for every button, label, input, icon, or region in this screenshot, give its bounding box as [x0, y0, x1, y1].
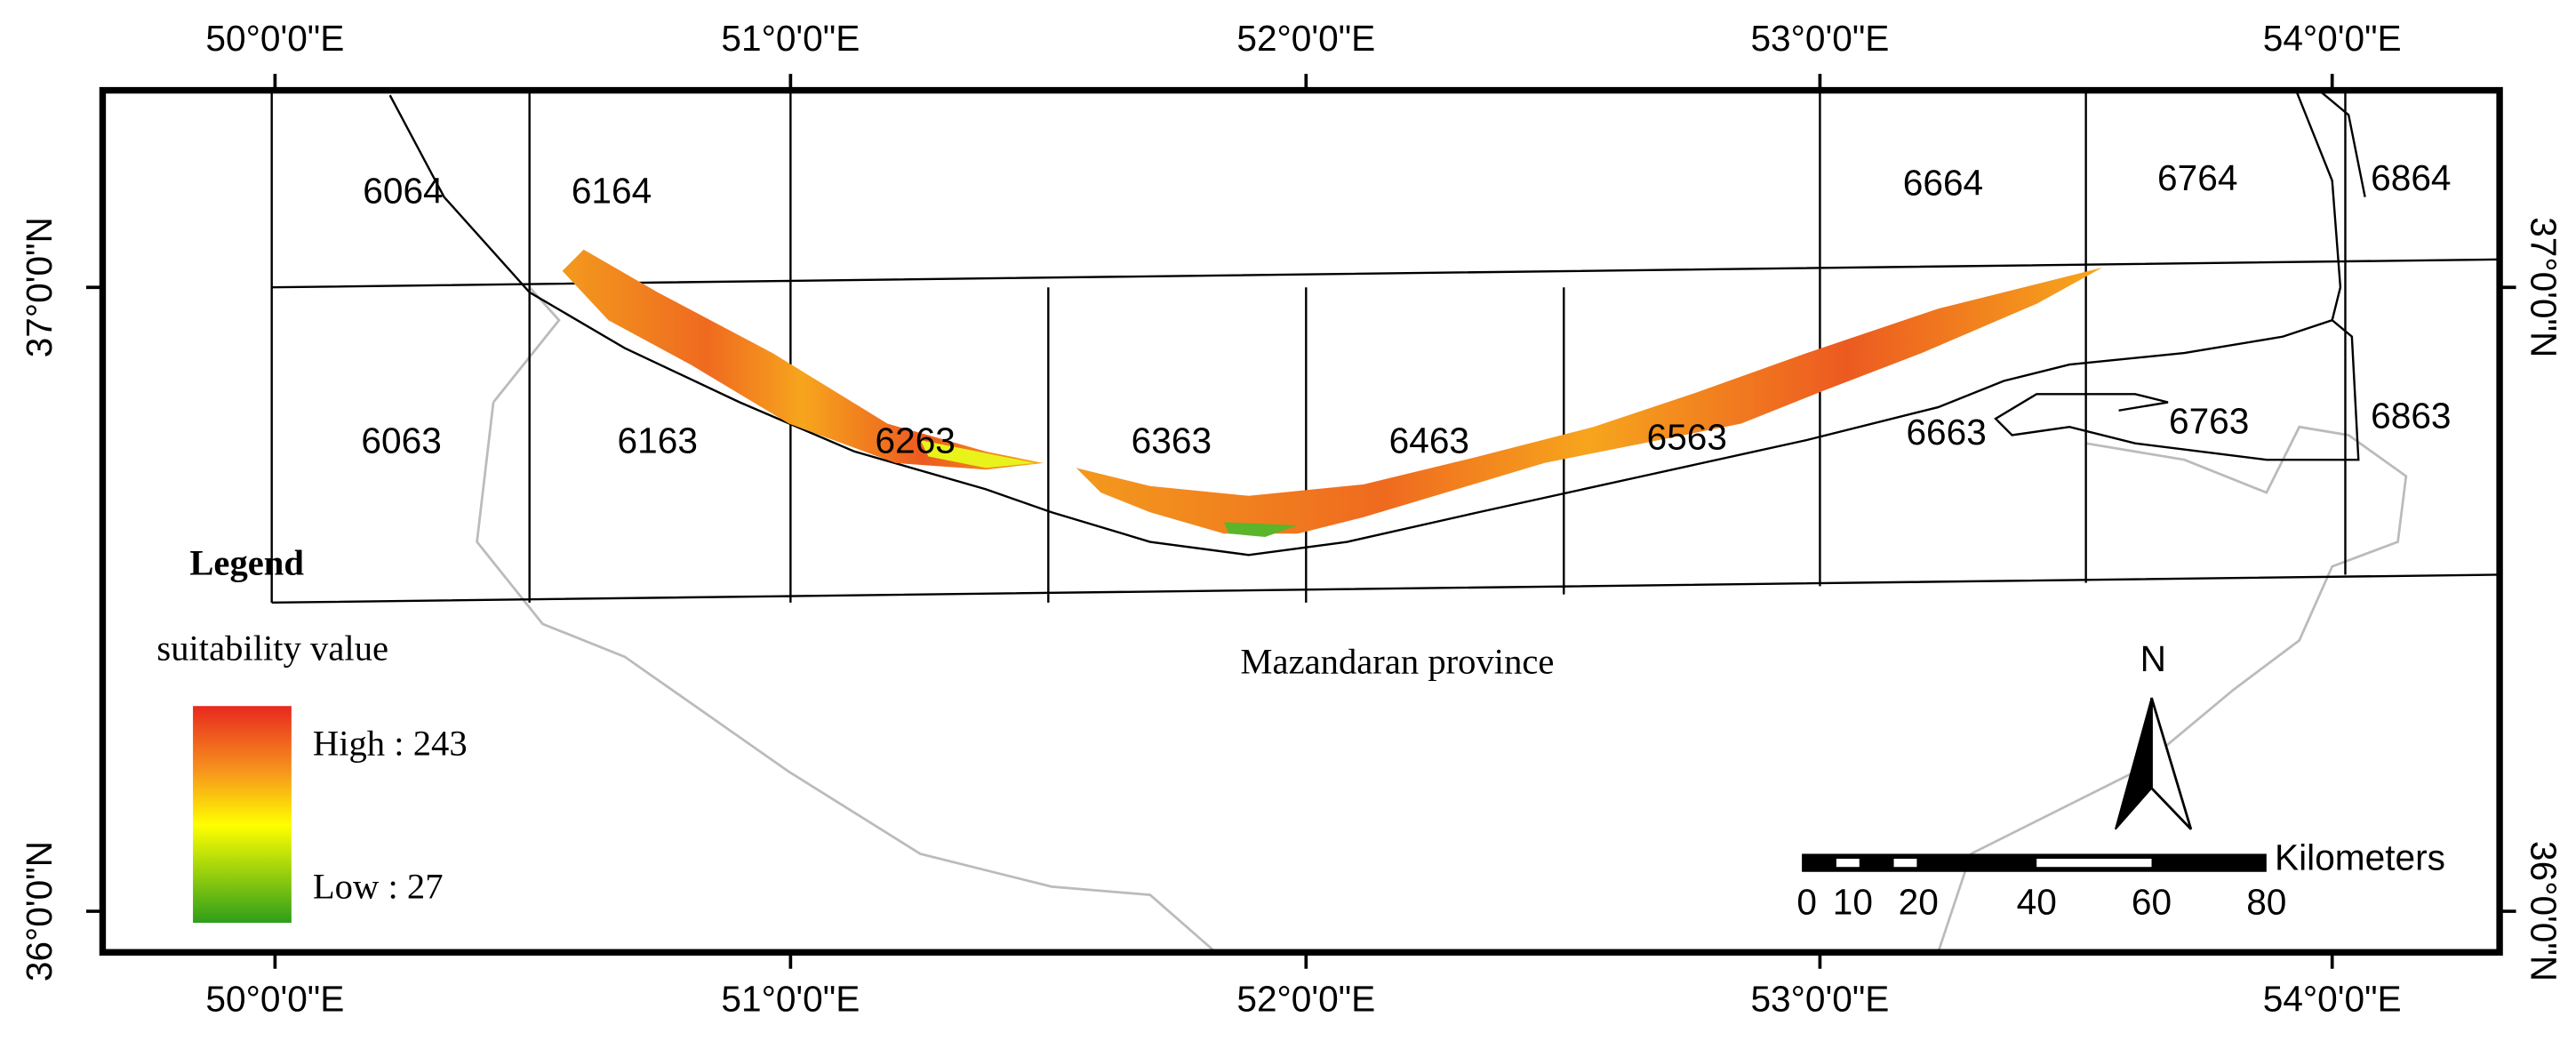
latitude-label: 36°0'0"N: [2524, 841, 2564, 981]
labels: 50°0'0"E 50°0'0"E 51°0'0"E 51°0'0"E 52°0'0"E…: [19, 18, 2564, 1019]
longitude-label: 52°0'0"E: [1236, 18, 1375, 59]
tile-label: 6063: [361, 420, 441, 460]
map-body: [270, 89, 2500, 954]
longitude-label: 50°0'0"E: [205, 978, 344, 1019]
tile-label: 6064: [363, 171, 443, 212]
scale-unit: Kilometers: [2275, 837, 2445, 878]
longitude-label: 54°0'0"E: [2263, 18, 2402, 59]
longitude-label: 53°0'0"E: [1750, 18, 1889, 59]
legend-subtitle: suitability value: [156, 629, 388, 669]
scale-tick-label: 0: [1796, 881, 1817, 922]
latitude-label: 37°0'0"N: [19, 217, 60, 357]
north-label: N: [2140, 638, 2166, 679]
scale-tick-label: 20: [1899, 881, 1939, 922]
tile-label: 6864: [2371, 157, 2451, 198]
scale-tick-label: 10: [1833, 881, 1873, 922]
legend-low: Low : 27: [313, 866, 444, 906]
legend-ramp: [193, 706, 292, 924]
tile-label: 6664: [1903, 162, 1983, 203]
legend-title: Legend: [189, 543, 304, 583]
tile-label: 6764: [2157, 157, 2237, 198]
scale-tick-label: 80: [2246, 881, 2286, 922]
tile-label: 6463: [1389, 420, 1469, 460]
tile-label: 6863: [2371, 396, 2451, 436]
tile-label: 6563: [1647, 417, 1727, 458]
tile-label: 6363: [1132, 420, 1212, 460]
tile-label: 6263: [876, 420, 956, 460]
legend-high: High : 243: [313, 724, 468, 764]
map-frame: [99, 86, 2503, 956]
scale-bar: [1802, 853, 2267, 872]
longitude-label: 52°0'0"E: [1236, 978, 1375, 1019]
longitude-label: 50°0'0"E: [205, 18, 344, 59]
north-arrow: [2150, 697, 2193, 830]
suitability-zone: [562, 249, 1044, 470]
suitability-zone: [1076, 268, 2103, 534]
latitude-label: 37°0'0"N: [2524, 217, 2564, 357]
longitude-label: 53°0'0"E: [1750, 978, 1889, 1019]
north-arrow: [2114, 697, 2153, 830]
tile-label: 6163: [618, 420, 698, 460]
tile-label: 6763: [2169, 400, 2249, 441]
latitude-label: 36°0'0"N: [19, 841, 60, 981]
tile-label: 6663: [1906, 412, 1986, 452]
longitude-label: 51°0'0"E: [721, 18, 860, 59]
tile-label: 6164: [572, 171, 652, 212]
longitude-label: 54°0'0"E: [2263, 978, 2402, 1019]
region-label: Mazandaran province: [1240, 641, 1554, 681]
longitude-label: 51°0'0"E: [721, 978, 860, 1019]
scale-tick-label: 60: [2132, 881, 2172, 922]
scale-tick-label: 40: [2017, 881, 2057, 922]
